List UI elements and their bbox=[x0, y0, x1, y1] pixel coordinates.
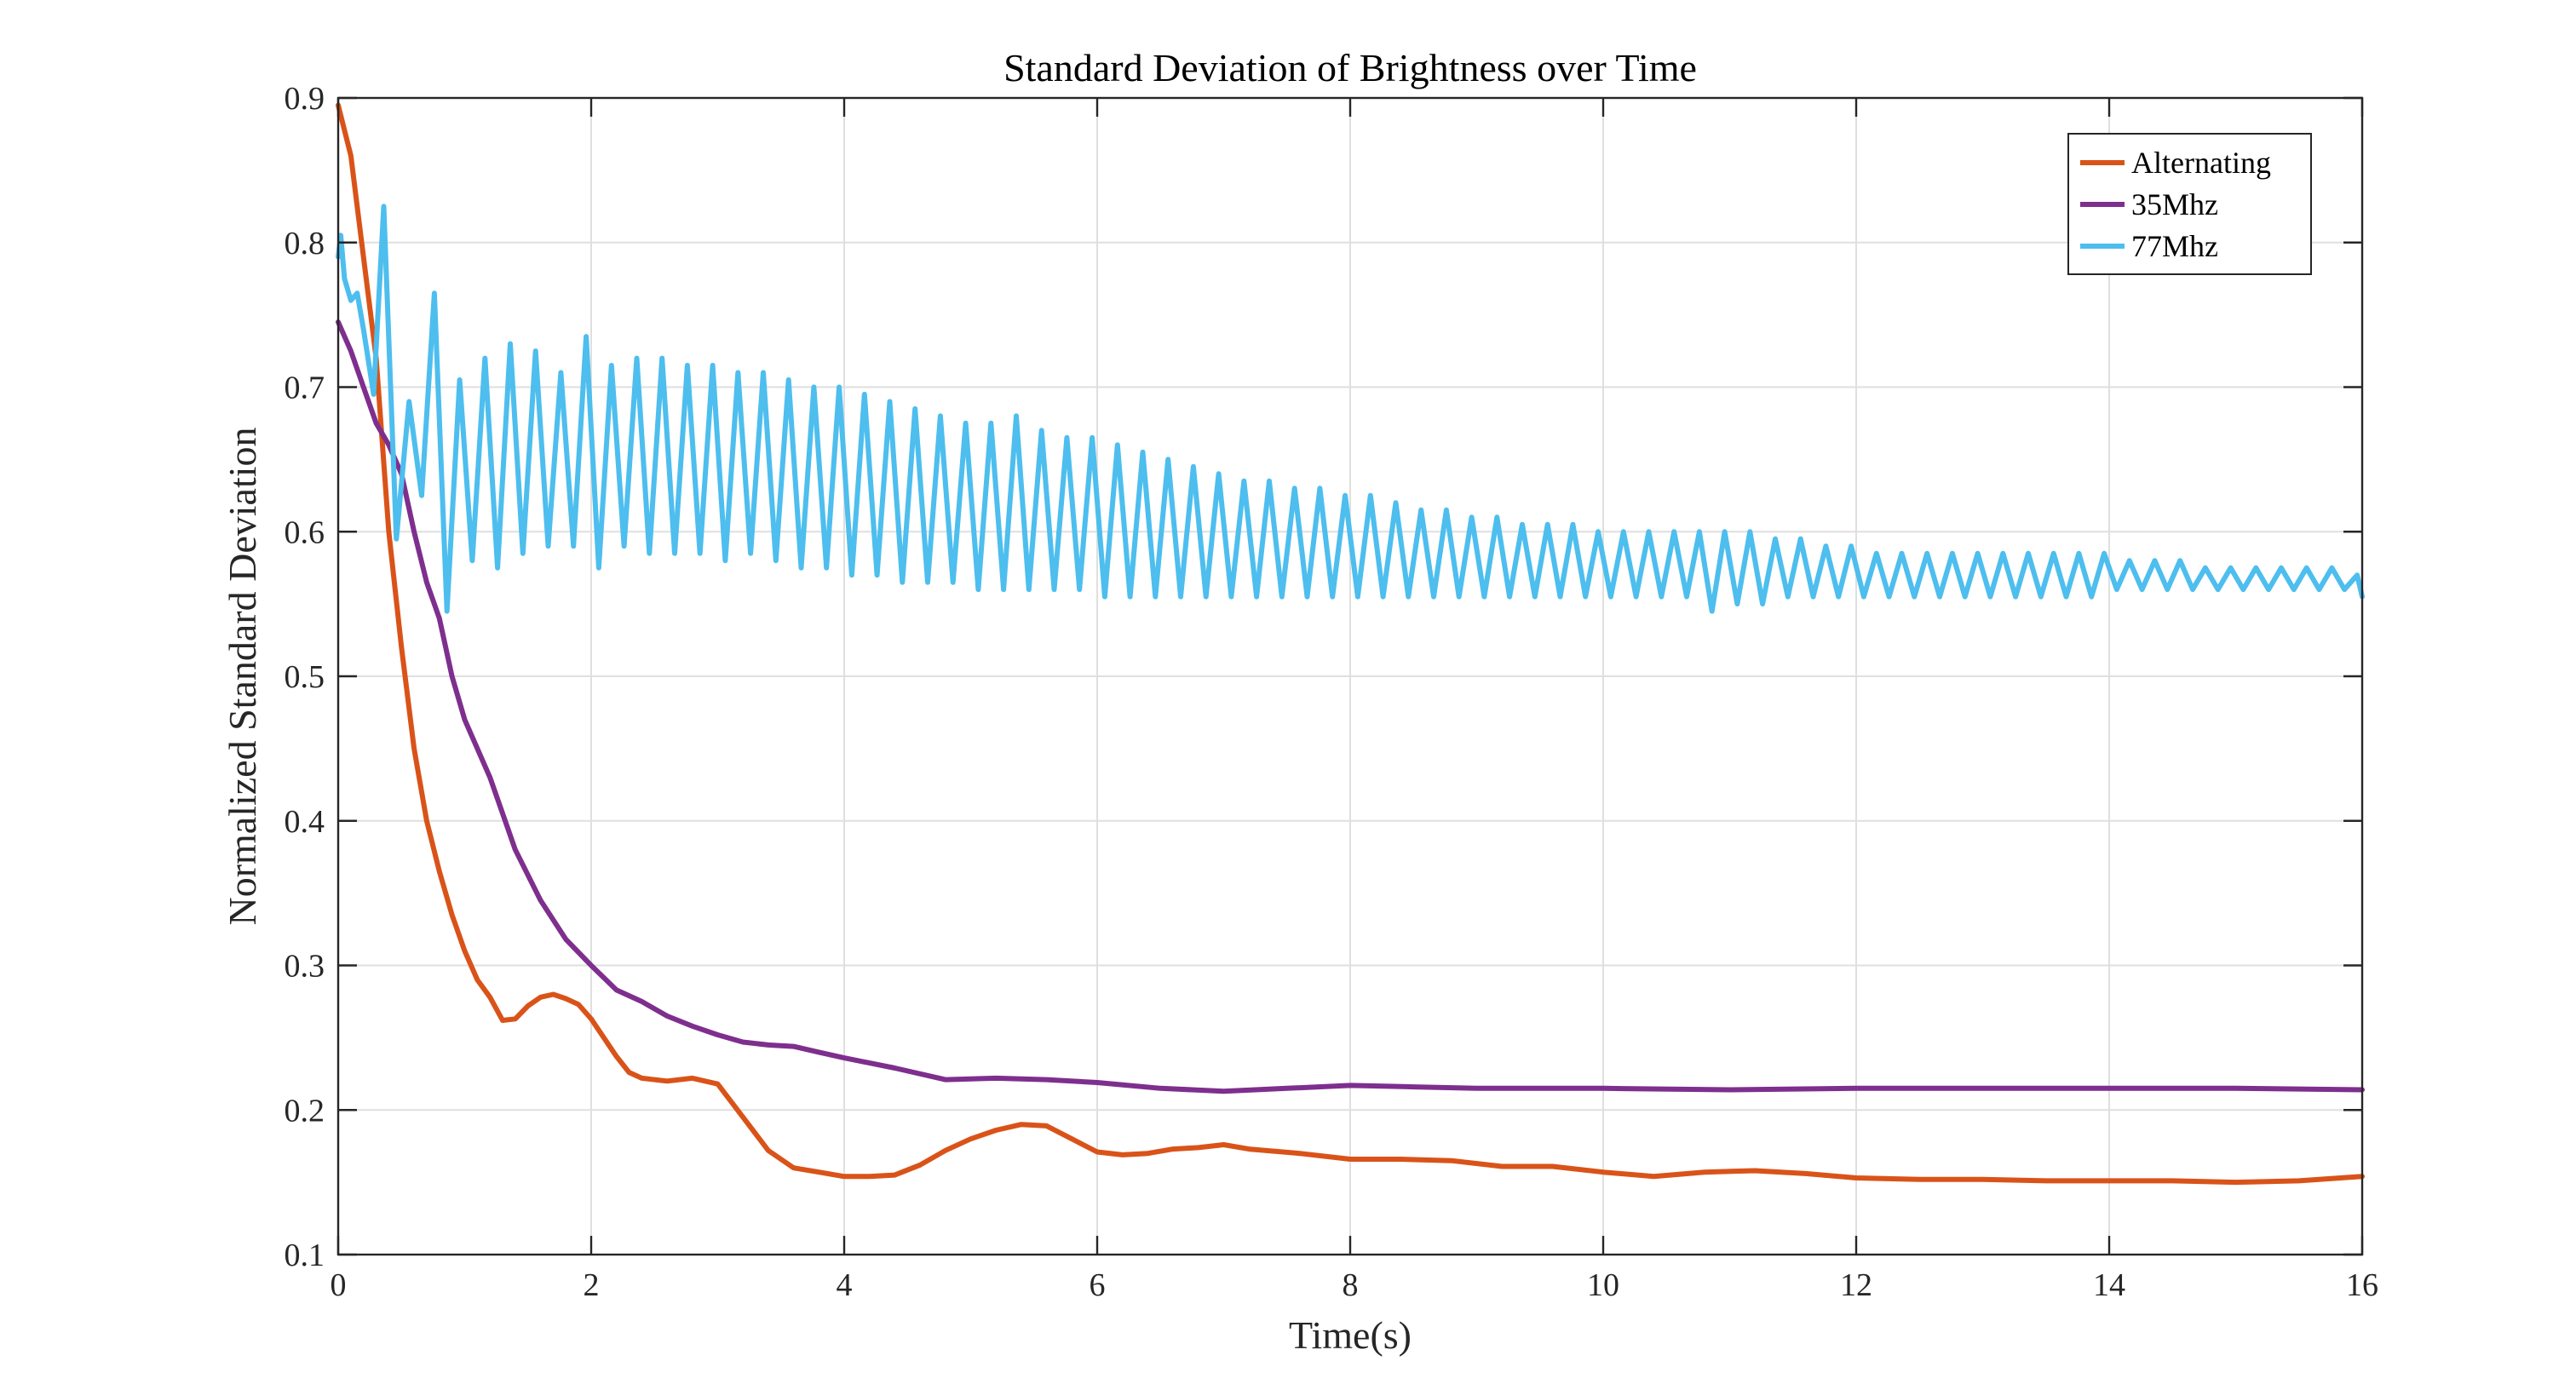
legend-items: Alternating 35Mhz 77Mhz bbox=[2080, 146, 2271, 263]
legend: Alternating 35Mhz 77Mhz bbox=[2067, 133, 2312, 275]
legend-label-77mhz: 77Mhz bbox=[2131, 229, 2218, 263]
legend-label-alternating: Alternating bbox=[2131, 146, 2271, 180]
series-line-35mhz bbox=[336, 319, 2365, 1094]
x-axis-label: Time(s) bbox=[1289, 1313, 1412, 1357]
x-tick-label: 8 bbox=[1343, 1267, 1359, 1303]
x-tick-label: 14 bbox=[2093, 1267, 2125, 1303]
y-tick-label: 0.4 bbox=[285, 804, 325, 840]
y-tick-label: 0.7 bbox=[285, 370, 325, 406]
x-tick-label: 4 bbox=[837, 1267, 853, 1303]
axis-ticks: 0 2 4 6 8 10 12 14 16 0.1 0.2 0.3 0.4 0.5 0.6 0.7 0.8 0.9 bbox=[285, 81, 2379, 1303]
series-line-alternating bbox=[336, 102, 2365, 1186]
x-tick-label: 2 bbox=[584, 1267, 600, 1303]
y-tick-label: 0.5 bbox=[285, 659, 325, 695]
x-tick-label: 12 bbox=[1840, 1267, 1872, 1303]
y-tick-label: 0.9 bbox=[285, 81, 325, 117]
x-tick-label: 6 bbox=[1090, 1267, 1106, 1303]
series-lines bbox=[336, 102, 2365, 1186]
legend-label-35mhz: 35Mhz bbox=[2131, 187, 2218, 221]
x-tick-label: 16 bbox=[2346, 1267, 2378, 1303]
x-tick-label: 0 bbox=[331, 1267, 347, 1303]
y-axis-label: Normalized Standard Deviation bbox=[221, 427, 264, 925]
y-tick-label: 0.3 bbox=[285, 949, 325, 985]
y-tick-label: 0.6 bbox=[285, 514, 325, 550]
series-line-77mhz bbox=[336, 204, 2365, 614]
y-tick-label: 0.8 bbox=[285, 226, 325, 261]
y-tick-label: 0.1 bbox=[285, 1238, 325, 1273]
x-tick-label: 10 bbox=[1587, 1267, 1619, 1303]
chart-title: Standard Deviation of Brightness over Ti… bbox=[1003, 46, 1697, 89]
y-tick-label: 0.2 bbox=[285, 1093, 325, 1129]
